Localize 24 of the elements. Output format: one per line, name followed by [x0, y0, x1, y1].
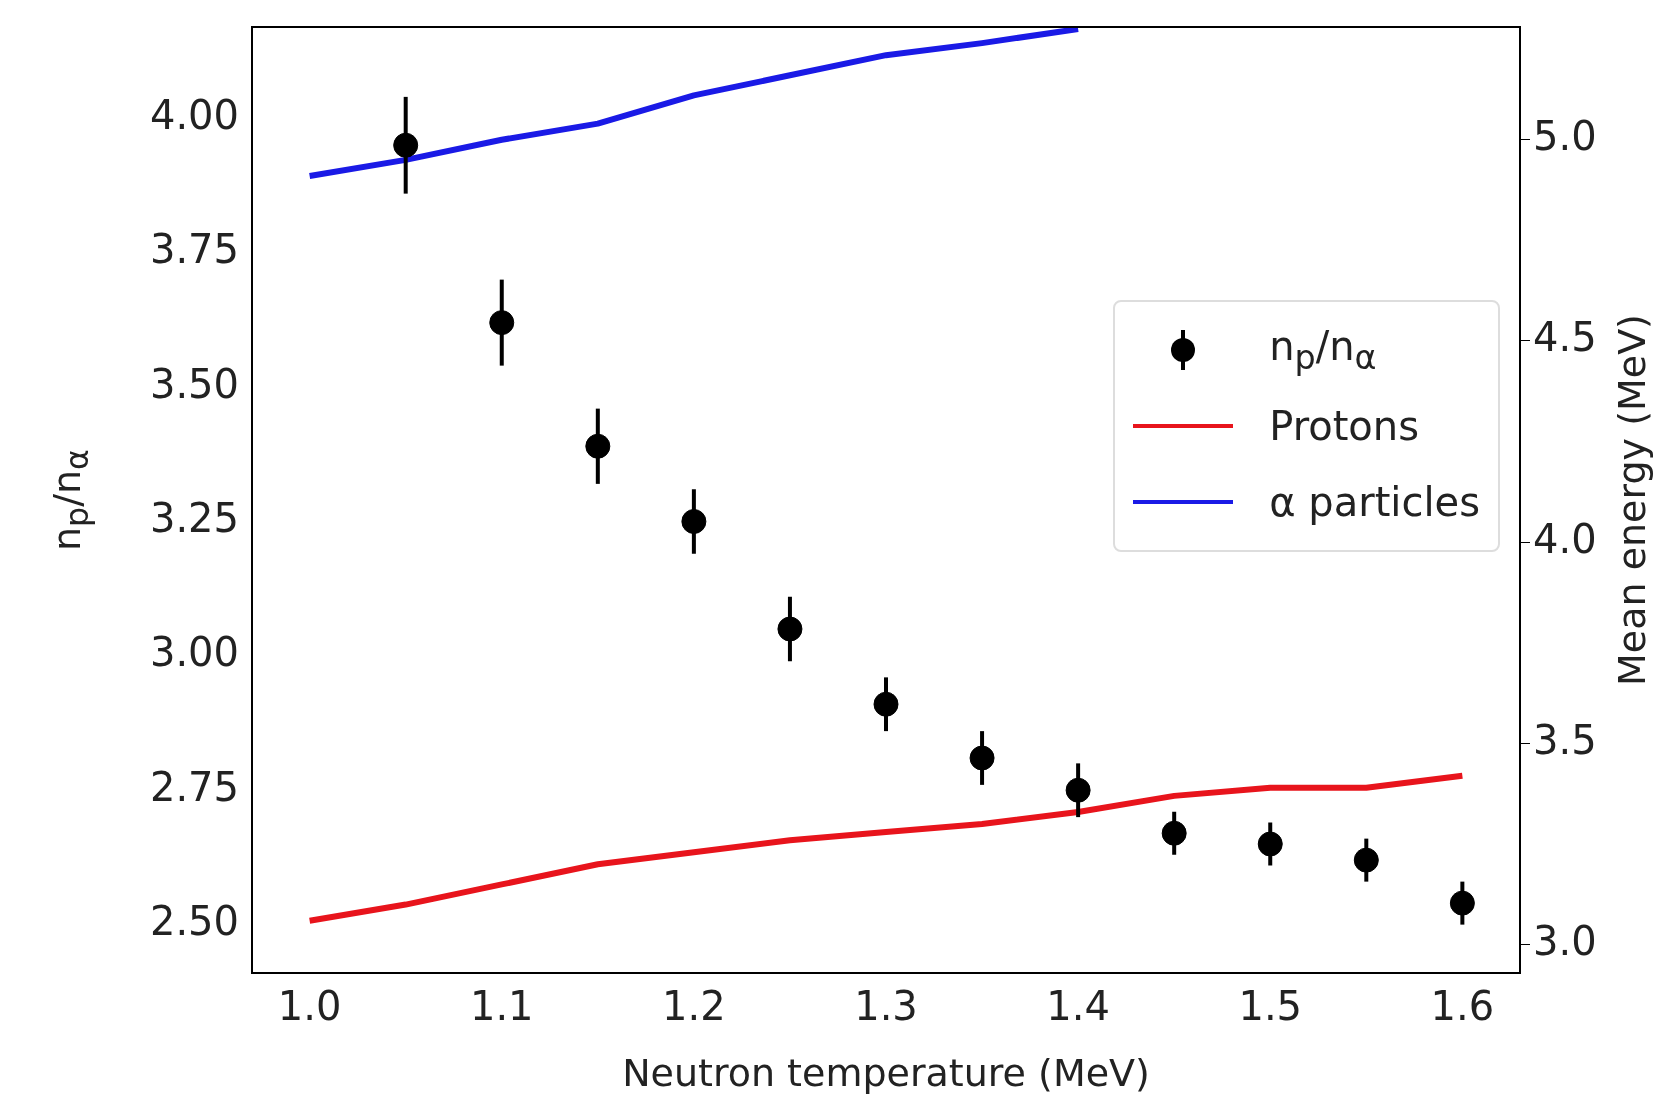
x-tick-label: 1.1: [469, 983, 534, 1030]
y2-tick-label: 4.5: [1533, 314, 1597, 361]
y2-tick-label: 5.0: [1533, 113, 1597, 160]
x-axis-title: Neutron temperature (MeV): [622, 1051, 1150, 1095]
x-tick-label: 1.2: [662, 983, 726, 1030]
x-tick-label: 1.0: [277, 983, 342, 1030]
y2-axis-title: Mean energy (MeV): [1610, 314, 1654, 686]
y2-tick-label: 3.5: [1533, 716, 1597, 763]
y-tick-label: 2.75: [149, 763, 239, 810]
y-tick-label: 3.00: [149, 629, 239, 676]
legend-label: α particles: [1269, 479, 1480, 525]
y-tick-label: 4.00: [149, 91, 239, 138]
legend-label: Protons: [1269, 403, 1420, 449]
x-tick-label: 1.3: [854, 983, 918, 1030]
x-tick-label: 1.6: [1430, 983, 1495, 1030]
legend-label: n$_{p}$/n$_{α}$: [1269, 323, 1377, 377]
y2-tick-label: 3.0: [1533, 918, 1597, 965]
y2-tick-label: 4.0: [1533, 515, 1597, 562]
y-tick-label: 3.75: [149, 226, 239, 273]
x-tick-label: 1.5: [1238, 983, 1303, 1030]
x-tick-label: 1.4: [1046, 983, 1110, 1030]
y-tick-label: 3.50: [149, 360, 239, 407]
y-tick-label: 2.50: [149, 898, 239, 945]
y-tick-label: 3.25: [149, 494, 239, 541]
